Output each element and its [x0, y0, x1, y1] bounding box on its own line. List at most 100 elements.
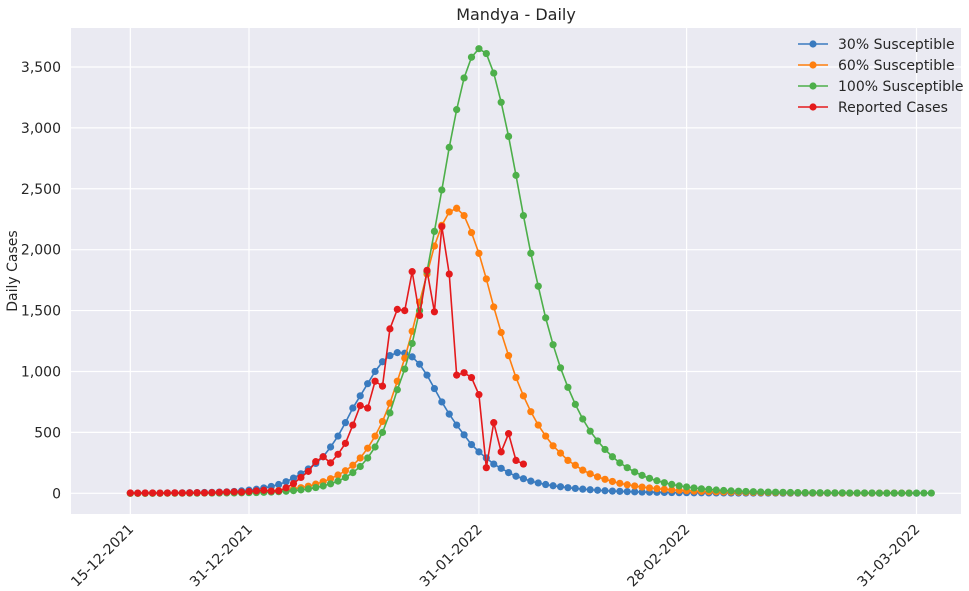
data-point — [527, 477, 535, 485]
data-point — [386, 325, 394, 333]
data-point — [341, 439, 350, 447]
data-point — [453, 421, 461, 429]
data-point — [823, 489, 832, 497]
data-point — [809, 489, 817, 497]
data-point — [682, 483, 691, 491]
data-point — [475, 391, 483, 399]
data-point — [475, 45, 483, 53]
data-point — [586, 486, 594, 494]
data-point — [430, 227, 439, 236]
data-point — [801, 488, 809, 497]
data-point — [408, 353, 416, 361]
data-point — [289, 479, 298, 488]
data-point — [438, 186, 446, 194]
y-tick-label: 2,000 — [21, 243, 61, 259]
data-point — [504, 132, 513, 141]
data-point — [475, 249, 483, 257]
y-tick-label: 500 — [34, 425, 61, 441]
y-tick-label: 3,000 — [21, 121, 61, 137]
data-point — [697, 485, 706, 493]
plot-background — [71, 28, 961, 514]
data-point — [490, 419, 498, 427]
data-point — [757, 488, 765, 496]
y-tick-label: 3,500 — [21, 60, 61, 76]
data-point — [786, 488, 795, 497]
data-point — [556, 364, 565, 372]
data-point — [549, 442, 557, 450]
data-point — [838, 489, 846, 497]
data-point — [141, 489, 149, 497]
data-point — [364, 444, 372, 452]
data-point — [616, 479, 624, 487]
data-point — [364, 454, 372, 462]
data-point — [504, 352, 513, 360]
data-point — [245, 487, 253, 496]
data-point — [556, 449, 565, 457]
data-point — [326, 459, 335, 467]
data-point — [549, 341, 557, 349]
data-point — [378, 358, 387, 366]
data-point — [712, 486, 720, 494]
data-point — [482, 275, 490, 283]
data-point — [779, 488, 787, 496]
data-point — [638, 488, 646, 496]
data-point — [453, 371, 461, 379]
data-point — [393, 349, 401, 357]
data-point — [438, 398, 446, 406]
data-point — [186, 489, 194, 497]
data-point — [608, 477, 617, 486]
data-point — [326, 480, 335, 488]
data-point — [482, 464, 490, 472]
data-point — [593, 437, 602, 445]
data-point — [579, 466, 587, 474]
data-point — [579, 415, 587, 423]
data-point — [542, 432, 550, 440]
data-point — [497, 448, 505, 456]
legend-label: Reported Cases — [838, 100, 948, 116]
data-point — [542, 314, 550, 322]
data-point — [289, 487, 298, 495]
data-point — [564, 456, 572, 465]
legend: 30% Susceptible 60% Susceptible 100% Susce… — [798, 37, 964, 116]
data-point — [371, 377, 379, 385]
data-point — [445, 143, 453, 151]
data-point — [371, 432, 379, 440]
data-point — [608, 487, 617, 495]
data-point — [393, 386, 401, 394]
data-point — [193, 489, 201, 497]
data-point — [519, 211, 528, 220]
data-point — [341, 419, 350, 427]
data-point — [415, 311, 424, 320]
data-point — [571, 484, 579, 493]
data-point — [460, 431, 468, 439]
data-point — [490, 460, 498, 468]
data-point — [386, 352, 394, 360]
data-point — [356, 462, 364, 471]
data-point — [608, 453, 617, 461]
data-point — [601, 487, 609, 495]
data-point — [542, 480, 550, 489]
data-point — [512, 171, 520, 179]
data-point — [349, 404, 357, 412]
data-point — [430, 384, 439, 393]
data-point — [742, 487, 750, 496]
data-point — [794, 488, 802, 497]
data-point — [334, 477, 342, 485]
data-point — [534, 421, 542, 429]
data-point — [312, 483, 320, 492]
data-point — [653, 477, 661, 485]
data-point — [334, 471, 342, 479]
y-tick-label: 1,500 — [21, 304, 61, 320]
y-axis-label: Daily Cases — [5, 230, 21, 311]
data-point — [601, 445, 609, 454]
data-point — [616, 459, 624, 467]
data-point — [623, 464, 631, 472]
legend-label: 30% Susceptible — [838, 37, 955, 53]
data-point — [334, 450, 342, 458]
data-point — [453, 204, 461, 212]
legend-item: 60% Susceptible — [798, 58, 955, 74]
data-point — [289, 474, 298, 482]
data-point — [326, 475, 335, 483]
data-point — [430, 308, 439, 316]
data-point — [260, 486, 268, 494]
